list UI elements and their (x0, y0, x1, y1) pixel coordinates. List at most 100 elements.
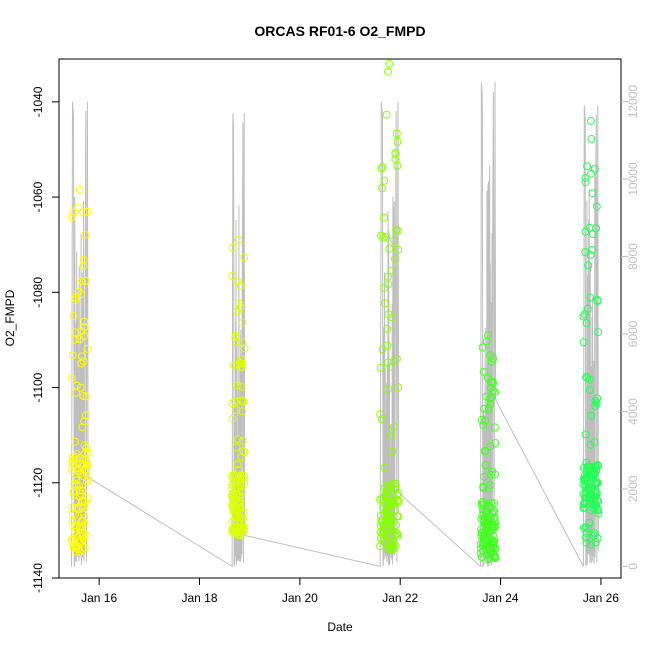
o2-point (594, 509, 603, 518)
o2-point (239, 524, 248, 533)
o2-point (378, 184, 386, 193)
o2-point (491, 439, 500, 447)
o2-point (476, 549, 485, 557)
o2-point (392, 129, 401, 138)
o2-point (582, 529, 591, 537)
o2-point (484, 515, 493, 524)
o2-point (385, 516, 394, 525)
o2-point (71, 510, 79, 519)
o2-point (592, 500, 601, 509)
o2-point (581, 227, 590, 236)
o2-point (74, 203, 82, 212)
o2-point (389, 479, 398, 488)
y2-tick-label: 8000 (626, 243, 640, 270)
o2-point (488, 467, 497, 476)
o2-point (381, 299, 389, 308)
o2-point (378, 163, 387, 172)
y-axis-label: O2_FMPD (3, 289, 17, 346)
o2-point (393, 512, 401, 521)
o2-point (69, 312, 78, 321)
o2-point (81, 276, 90, 285)
o2-point (82, 444, 91, 453)
x-tick-label: Jan 22 (382, 591, 418, 605)
o2-point (75, 335, 84, 343)
y-axis: -1140 -1120 -1100 -1080 -1060 -1040 (31, 86, 59, 593)
o2-point (592, 462, 601, 471)
o2-point (376, 495, 385, 504)
o2-point (593, 296, 602, 304)
o2-point (590, 438, 599, 447)
o2-point (70, 335, 79, 344)
o2-point (70, 437, 79, 446)
o2-point (590, 529, 599, 538)
o2-point (68, 509, 77, 518)
y2-tick-label: 12000 (626, 85, 640, 119)
o2-point (487, 470, 496, 479)
o2-point (586, 293, 595, 302)
o2-point (385, 244, 394, 253)
y-tick-label: -1120 (31, 468, 45, 498)
o2-point (79, 255, 88, 264)
y-tick-label: -1040 (31, 86, 45, 117)
o2-point (486, 481, 495, 490)
o2-point (235, 493, 244, 502)
o2-point (238, 528, 247, 537)
o2-point (233, 435, 242, 444)
o2-point (80, 449, 89, 458)
o2-point (76, 489, 85, 498)
o2-point (580, 503, 589, 512)
o2-point (582, 458, 591, 467)
o2-point (377, 231, 386, 240)
o2-point (78, 528, 87, 537)
y2-tick-label: 4000 (626, 398, 640, 425)
o2-point (240, 344, 249, 353)
o2-point (231, 333, 240, 342)
o2-point (487, 498, 496, 507)
o2-point (381, 491, 390, 500)
o2-point (232, 406, 241, 415)
x-axis: Jan 16 Jan 18 Jan 20 Jan 22 Jan 24 Jan 26 (81, 578, 619, 605)
o2-point (486, 442, 495, 451)
o2-point (479, 528, 488, 537)
o2-point (477, 415, 486, 424)
o2-point (389, 545, 398, 554)
o2-point (482, 392, 491, 401)
o2-point (77, 517, 86, 526)
o2-point (80, 455, 88, 464)
o2-point (587, 411, 596, 420)
o2-point (76, 383, 85, 392)
o2-point (236, 471, 245, 480)
o2-point (393, 226, 402, 235)
o2-point (384, 358, 392, 367)
o2-point (491, 553, 500, 562)
o2-point (74, 481, 83, 490)
o2-point (489, 379, 498, 387)
o2-point (384, 67, 392, 76)
o2-point (228, 399, 237, 408)
o2-point (385, 545, 394, 554)
o2-point (592, 202, 601, 211)
o2-point (594, 506, 602, 515)
o2-point (382, 531, 391, 540)
o2-point (387, 266, 396, 275)
o2-point (588, 499, 597, 508)
o2-point (74, 287, 83, 296)
o2-points (67, 59, 603, 563)
o2-point (77, 277, 86, 286)
o2-point (479, 421, 488, 429)
o2-point (80, 323, 89, 332)
o2-point (388, 447, 397, 456)
o2-point (79, 208, 88, 217)
o2-point (393, 137, 402, 146)
o2-point (67, 213, 76, 222)
o2-point (384, 310, 393, 319)
o2-point (376, 410, 385, 419)
o2-point (77, 290, 86, 299)
o2-point (238, 407, 247, 416)
o2-point (591, 487, 600, 496)
y2-tick-label: 10000 (626, 162, 640, 196)
o2-point (387, 492, 396, 501)
o2-point (392, 354, 401, 363)
o2-point (228, 414, 237, 423)
